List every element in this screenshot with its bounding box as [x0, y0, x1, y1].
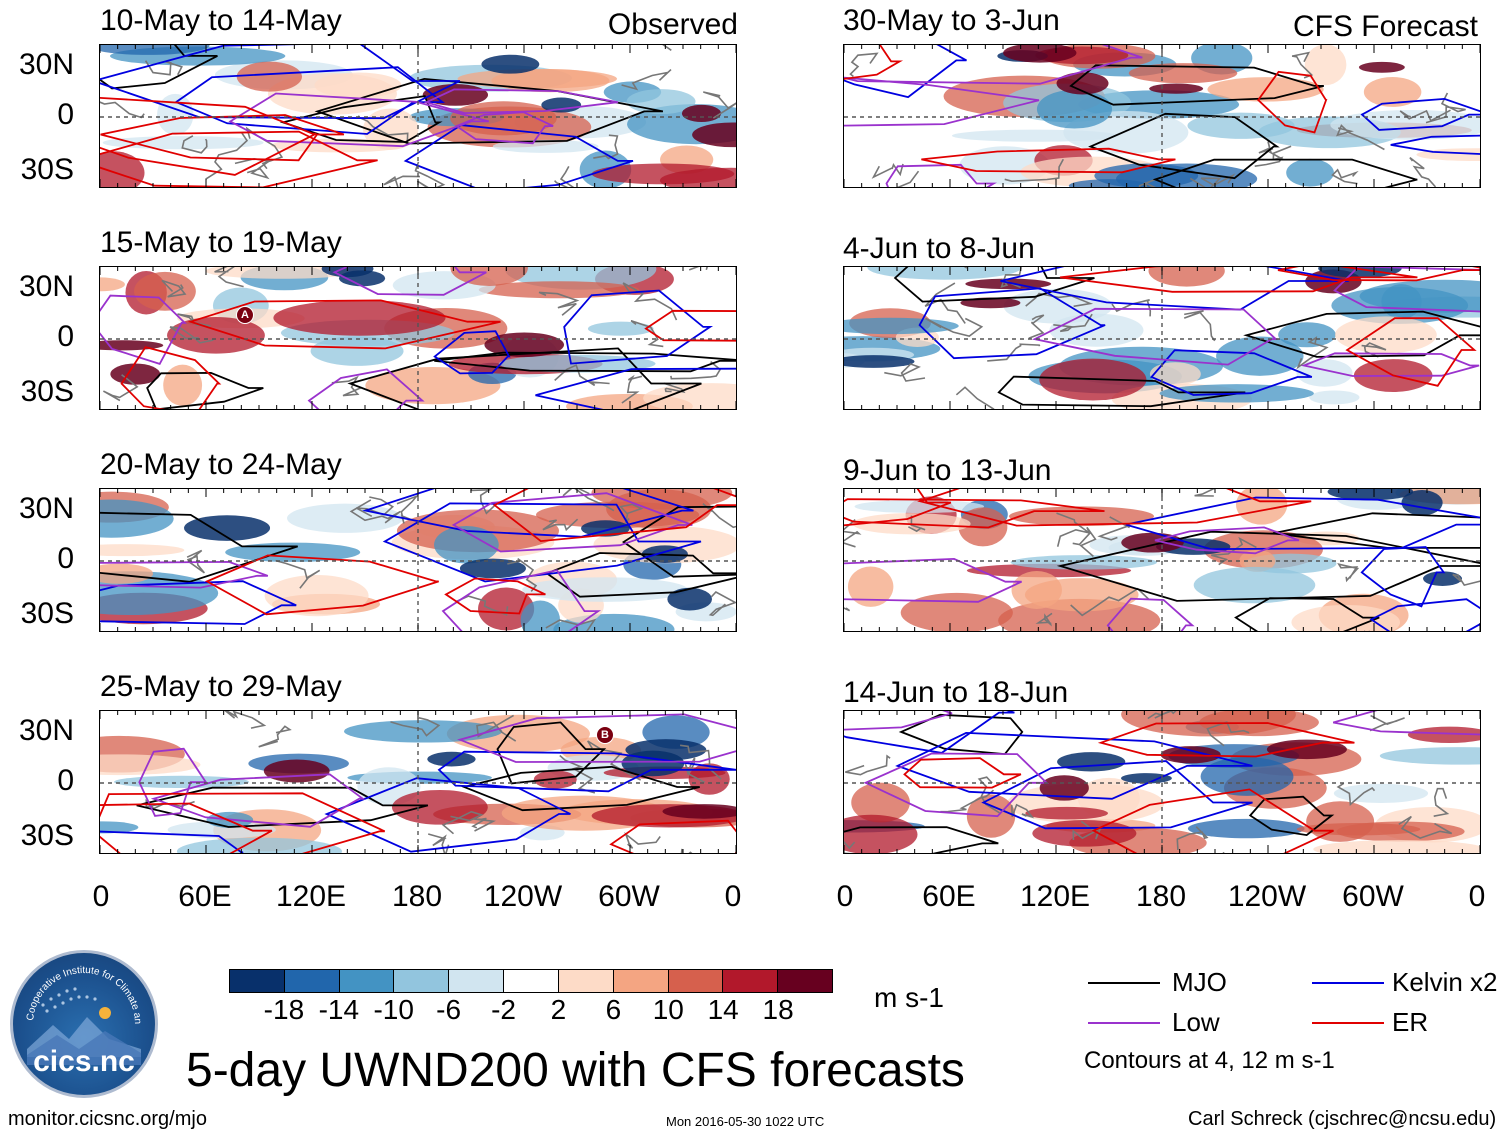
lat-label-1-1: 30N: [18, 48, 74, 81]
cics-logo: Cooperative Institute for Climate and Sa…: [10, 950, 158, 1098]
er-legend-label: ER: [1392, 1007, 1429, 1037]
lat-label-3-1: 30N: [18, 492, 74, 525]
contour-note: Contours at 4, 12 m s-1: [1084, 1047, 1335, 1074]
mjo-legend-label: MJO: [1172, 967, 1227, 997]
panel-title-fc-3: 9-Jun to 13-Jun: [843, 454, 1052, 487]
observed-label: Observed: [607, 8, 738, 41]
observed-map-panel-1: [99, 44, 737, 188]
colorbar-swatch-9: [668, 970, 724, 992]
observed-map-panel-3: [99, 488, 737, 632]
lat-label-3-2: 0: [57, 542, 74, 575]
colorbar-swatch-5: [449, 970, 505, 992]
lat-label-4-2: 0: [57, 764, 74, 797]
svg-text:Cooperative Institute for Clim: Cooperative Institute for Climate and Sa…: [13, 953, 143, 1024]
colorbar-swatch-3: [339, 970, 395, 992]
lat-label-2-1: 30N: [18, 270, 74, 303]
observed-map-panel-4: [99, 710, 737, 854]
panel-title-fc-1: 30-May to 3-Jun: [843, 4, 1060, 37]
lon-label-obs-1: 0: [92, 880, 110, 913]
lat-label-1-2: 0: [57, 98, 74, 131]
colorbar-swatch-6: [504, 970, 559, 992]
footer-url[interactable]: monitor.cicsnc.org/mjo: [8, 1108, 207, 1130]
panel-title-obs-2: 15-May to 19-May: [100, 226, 342, 259]
lat-label-4-1: 30N: [18, 714, 74, 747]
colorbar-label-5: -2: [491, 994, 516, 1025]
low-legend-line: [1088, 1022, 1160, 1024]
mjo-legend-line: [1088, 982, 1160, 984]
lat-label-2-2: 0: [57, 320, 74, 353]
colorbar-swatch-1: [230, 970, 285, 992]
lon-label-fc-2: 60E: [922, 880, 976, 913]
observed-map-panel-2: [99, 266, 737, 410]
storm-marker-a: A: [236, 306, 254, 324]
colorbar-label-4: -6: [436, 994, 462, 1025]
lon-label-fc-3: 120E: [1019, 880, 1091, 913]
colorbar-swatch-7: [558, 970, 614, 992]
lon-label-obs-5: 120W: [483, 880, 563, 913]
panel-title-obs-4: 25-May to 29-May: [100, 670, 342, 703]
lon-label-obs-3: 120E: [275, 880, 347, 913]
colorbar-swatch-2: [284, 970, 340, 992]
lon-label-obs-2: 60E: [178, 880, 232, 913]
colorbar-label-1: -18: [263, 994, 305, 1025]
colorbar-label-8: 10: [652, 994, 684, 1025]
colorbar-label-3: -10: [373, 994, 414, 1025]
lat-label-4-3: 30S: [20, 819, 74, 852]
forecast-map-panel-4: [843, 710, 1481, 854]
lat-label-3-3: 30S: [20, 597, 74, 630]
low-legend-label: Low: [1172, 1007, 1220, 1037]
panel-title-fc-2: 4-Jun to 8-Jun: [843, 232, 1035, 265]
colorbar-swatch-10: [723, 970, 779, 992]
colorbar-label-7: 6: [605, 994, 622, 1025]
colorbar-swatch-11: [778, 970, 832, 992]
panel-title-obs-3: 20-May to 24-May: [100, 448, 342, 481]
lon-label-fc-5: 120W: [1227, 880, 1307, 913]
lat-label-1-3: 30S: [20, 153, 74, 186]
colorbar-units: m s-1: [874, 982, 944, 1013]
figure-title: 5-day UWND200 with CFS forecasts: [186, 1044, 965, 1097]
logo-ring-text: Cooperative Institute for Climate and Sa…: [13, 953, 143, 1024]
lon-label-obs-4: 180: [391, 880, 443, 913]
kelvin-legend-line: [1312, 982, 1384, 984]
forecast-map-panel-1: [843, 44, 1481, 188]
storm-marker-b: B: [596, 726, 614, 744]
lon-label-obs-7: 0: [724, 880, 742, 913]
footer-credit: Carl Schreck (cjschrec@ncsu.edu): [1188, 1108, 1497, 1130]
colorbar-label-2: -14: [318, 994, 360, 1025]
panel-title-fc-4: 14-Jun to 18-Jun: [843, 676, 1069, 709]
forecast-map-panel-2: [843, 266, 1481, 410]
forecast-label: CFS Forecast: [1292, 10, 1478, 43]
lon-label-fc-7: 0: [1468, 880, 1486, 913]
lat-label-2-3: 30S: [20, 375, 74, 408]
lon-label-obs-6: 60W: [598, 880, 660, 913]
colorbar-label-9: 14: [707, 994, 739, 1025]
colorbar-swatch-4: [394, 970, 450, 992]
panel-title-obs-1: 10-May to 14-May: [100, 4, 342, 37]
lon-label-fc-1: 0: [836, 880, 854, 913]
er-legend-line: [1312, 1022, 1384, 1024]
lon-label-fc-6: 60W: [1342, 880, 1404, 913]
logo-text: cics.nc: [33, 1045, 135, 1078]
colorbar-label-6: 2: [550, 994, 567, 1025]
colorbar-swatch-8: [613, 970, 669, 992]
lon-label-fc-4: 180: [1135, 880, 1187, 913]
colorbar-label-10: 18: [762, 994, 794, 1025]
footer-timestamp: Mon 2016-05-30 1022 UTC: [666, 1114, 825, 1129]
forecast-map-panel-3: [843, 488, 1481, 632]
kelvin-legend-label: Kelvin x2: [1392, 967, 1498, 997]
colorbar: [229, 969, 833, 993]
